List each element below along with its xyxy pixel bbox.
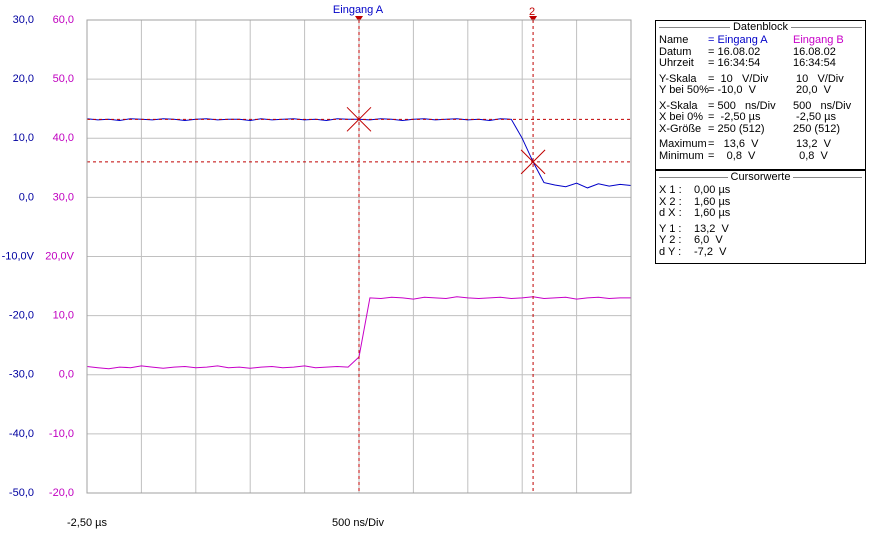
- cell: 10 V/Div: [793, 72, 844, 85]
- y2-tick-label: 30,0: [53, 191, 74, 203]
- cell: Y 2 :: [659, 234, 682, 246]
- cell: 1,60 µs: [694, 195, 731, 208]
- x-start-label: -2,50 µs: [67, 517, 107, 529]
- cursor2-label: 2: [529, 6, 535, 18]
- cell: d Y :: [659, 245, 682, 258]
- y2-tick-label: -20,0: [49, 487, 74, 499]
- cell: Name: [659, 34, 689, 46]
- datenblock-row: Name = Eingang A Eingang B: [656, 34, 865, 47]
- datenblock-row: Uhrzeit = 16:34:54 16:34:54: [656, 57, 865, 70]
- y-tick-label: 10,0: [13, 132, 34, 144]
- cell: X 1 :: [659, 184, 682, 196]
- datenblock-row: Maximum = 13,6 V 13,2 V: [656, 138, 865, 151]
- cell: Uhrzeit: [659, 57, 694, 69]
- cell: -2,50 µs: [793, 111, 837, 123]
- y2-tick-label: 10,0: [53, 310, 74, 322]
- y-tick-label: 0,0: [19, 191, 34, 203]
- cell: d X :: [659, 207, 682, 219]
- y-tick-label: -40,0: [9, 428, 34, 440]
- cursor-row: X 2 : 1,60 µs: [656, 195, 865, 209]
- cursorwerte-title: Cursorwerte: [656, 171, 865, 185]
- y-tick-label: -10,0V: [2, 250, 35, 262]
- cursor-row: Y 1 : 13,2 V: [656, 222, 865, 236]
- datenblock-row: X-Größe = 250 (512) 250 (512): [656, 122, 865, 136]
- scope-chart: Eingang A 2 -2,50 µs 500 ns/Div 30,0 20,0…: [2, 4, 632, 529]
- datenblock-title: Datenblock: [656, 21, 865, 35]
- cell: 20,0 V: [793, 84, 831, 96]
- y2-tick-label: 20,0V: [45, 250, 74, 262]
- cell: 0,8 V: [793, 149, 828, 162]
- cell: = -2,50 µs: [708, 111, 761, 123]
- cell: X bei 0%: [659, 111, 704, 123]
- cell: 250 (512): [793, 122, 841, 135]
- cell: = Eingang A: [708, 34, 768, 46]
- datenblock-row: X bei 0% = -2,50 µs -2,50 µs: [656, 111, 865, 124]
- title-text: Datenblock: [729, 21, 792, 33]
- y2-tick-label: 40,0: [53, 132, 74, 144]
- y-tick-label: -50,0: [9, 487, 34, 499]
- datenblock-row: Y-Skala = 10 V/Div 10 V/Div: [656, 72, 865, 86]
- cell: Y bei 50%: [659, 84, 709, 96]
- cell: Minimum: [659, 149, 704, 162]
- y-tick-label: 30,0: [13, 14, 34, 26]
- cell: 13,2 V: [793, 138, 831, 150]
- cell: 1,60 µs: [694, 207, 731, 219]
- y2-tick-label: 60,0: [53, 14, 74, 26]
- cell: X 2 :: [659, 195, 682, 208]
- cell: = 16.08.02: [708, 45, 761, 58]
- y2-tick-label: 0,0: [59, 369, 74, 381]
- cell: Y-Skala: [659, 72, 697, 85]
- cursor-cross: [346, 106, 372, 132]
- plot-frame: [86, 19, 632, 494]
- cell: Eingang B: [793, 34, 844, 46]
- datenblock-row: Datum = 16.08.02 16.08.02: [656, 45, 865, 59]
- cursor-row: d Y : -7,2 V: [656, 245, 865, 259]
- cursor-arrow: [529, 16, 538, 22]
- cell: X-Größe: [659, 122, 702, 135]
- cell: = 250 (512): [708, 122, 765, 135]
- cell: = 16:34:54: [708, 57, 761, 69]
- cursor-row: Y 2 : 6,0 V: [656, 234, 865, 247]
- cell: Maximum: [659, 138, 707, 150]
- cursor-row: X 1 : 0,00 µs: [656, 184, 865, 197]
- cell: 16.08.02: [793, 45, 836, 58]
- cell: = 500 ns/Div: [708, 99, 776, 112]
- y2-tick-label: -10,0: [49, 428, 74, 440]
- datenblock-row: X-Skala = 500 ns/Div 500 ns/Div: [656, 99, 865, 113]
- cursor-row: d X : 1,60 µs: [656, 207, 865, 220]
- cell: = -10,0 V: [708, 84, 757, 96]
- cell: X-Skala: [659, 99, 698, 112]
- cell: 500 ns/Div: [793, 99, 852, 112]
- datenblock: Datenblock Name = Eingang A Eingang B Datum…: [655, 20, 866, 170]
- cursor-cross: [520, 149, 546, 175]
- cell: = 10 V/Div: [708, 72, 769, 85]
- cell: -7,2 V: [694, 245, 727, 258]
- cursor1-label: Eingang A: [333, 4, 384, 16]
- cell: = 0,8 V: [708, 149, 756, 162]
- y-tick-label: -30,0: [9, 369, 34, 381]
- y-tick-label: -20,0: [9, 310, 34, 322]
- cursor-arrow: [355, 16, 363, 22]
- cell: 0,00 µs: [694, 184, 731, 196]
- cell: = 13,6 V: [708, 138, 759, 150]
- x-scale-label: 500 ns/Div: [332, 517, 384, 529]
- cell: 13,2 V: [694, 222, 729, 235]
- cursorwerte: Cursorwerte X 1 :0,00 µs X 2 :1,60 µs d X …: [655, 170, 866, 264]
- cell: Datum: [659, 45, 692, 58]
- datenblock-row: Minimum = 0,8 V 0,8 V: [656, 149, 865, 163]
- cell: Y 1 :: [659, 222, 682, 235]
- cell: 6,0 V: [694, 234, 723, 246]
- y2-tick-label: 50,0: [53, 73, 74, 85]
- y-tick-label: 20,0: [13, 73, 34, 85]
- title-text: Cursorwerte: [727, 171, 794, 183]
- cell: 16:34:54: [793, 57, 836, 69]
- datenblock-row: Y bei 50% = -10,0 V 20,0 V: [656, 84, 865, 97]
